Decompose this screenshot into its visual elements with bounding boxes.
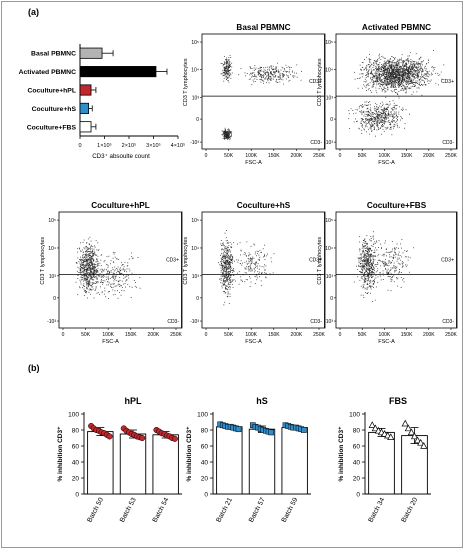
figure-frame xyxy=(1,1,463,548)
